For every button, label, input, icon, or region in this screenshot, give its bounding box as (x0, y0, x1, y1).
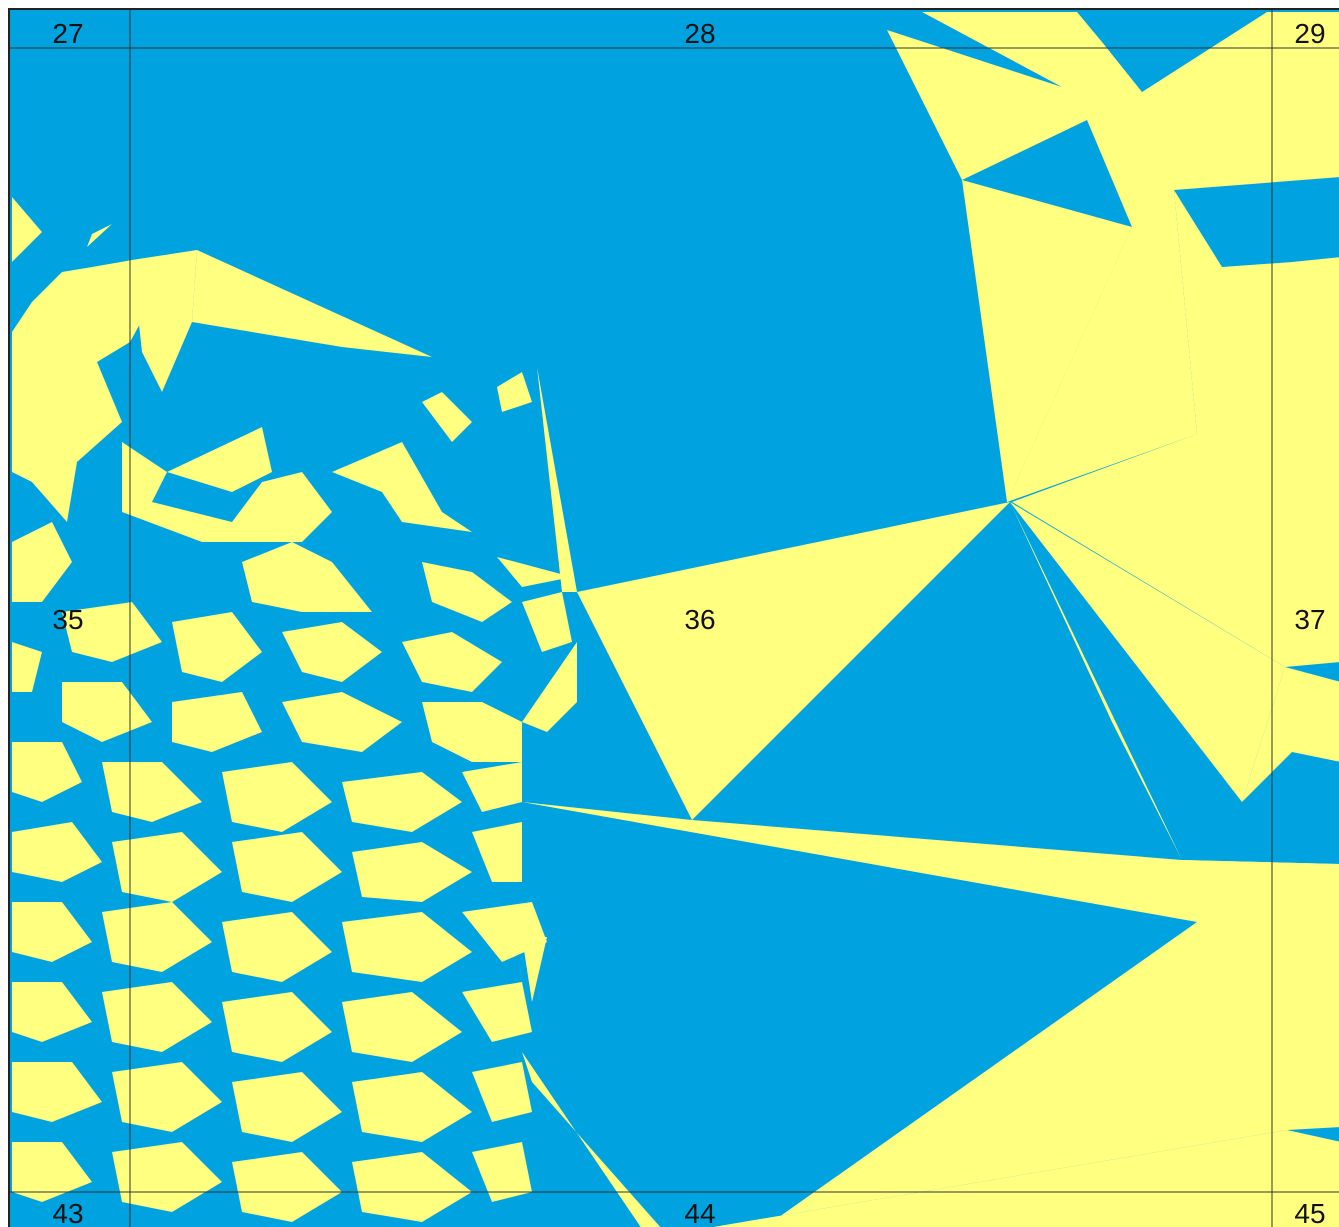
land-right-lower-strip (1285, 907, 1339, 1027)
land-center-ray (1010, 502, 1285, 802)
land-low-15 (462, 982, 532, 1042)
land-low-24 (352, 1152, 472, 1222)
land-mid-5 (497, 372, 532, 412)
sheet-label-28: 28 (684, 18, 716, 49)
land-bottom-wedge (713, 1130, 1339, 1227)
land-mid-19 (522, 642, 577, 732)
land-mid-3 (332, 442, 472, 532)
land-lower-band (522, 802, 1339, 922)
land-low-18 (232, 1072, 342, 1142)
land-mid-13 (402, 632, 502, 692)
map-frame: 27 28 29 35 36 37 43 44 45 (8, 8, 1339, 1227)
land-sliver-2 (522, 937, 547, 1002)
land-low-17 (112, 1062, 222, 1132)
land-top-right-b (962, 180, 1132, 502)
land-top-right-a (887, 12, 1339, 502)
land-mid-14 (12, 642, 42, 692)
land-low-3 (232, 832, 342, 902)
land-low-16 (12, 1062, 102, 1122)
sheet-label-45: 45 (1294, 1198, 1326, 1227)
sheet-label-37: 37 (1294, 604, 1326, 635)
land-low-21 (12, 1142, 92, 1202)
land-mid-24 (462, 762, 522, 812)
land-low-20 (472, 1062, 532, 1122)
land-sliver-4 (497, 557, 572, 587)
land-mid-8 (522, 592, 572, 652)
sheet-label-36: 36 (684, 604, 716, 635)
map-canvas[interactable] (8, 8, 1339, 1227)
land-right-strip (1242, 667, 1339, 802)
land-low-5 (472, 822, 522, 882)
land-low-4 (352, 842, 472, 902)
land-layer (12, 12, 1339, 1227)
land-mid-16 (172, 692, 262, 752)
land-low-6 (12, 902, 92, 962)
land-mid-20 (12, 742, 82, 802)
land-west-5 (87, 224, 112, 247)
land-mid-11 (172, 612, 262, 682)
land-west-4 (192, 250, 432, 357)
land-mid-9 (12, 522, 72, 602)
land-low-2 (112, 832, 222, 902)
land-mid-17 (282, 692, 402, 752)
sheet-label-27: 27 (52, 18, 84, 49)
land-mid-18 (422, 702, 522, 762)
land-low-25 (472, 1142, 532, 1202)
sheet-label-35: 35 (52, 604, 84, 635)
sheet-label-43: 43 (52, 1198, 84, 1227)
sheet-label-29: 29 (1294, 18, 1326, 49)
land-low-23 (232, 1152, 342, 1222)
land-center-wedge (1010, 502, 1182, 860)
land-mid-12 (282, 622, 382, 682)
land-bottom-right-corner (1285, 1130, 1339, 1227)
land-mid-4 (422, 392, 472, 442)
land-sliver-3 (537, 367, 577, 592)
land-low-8 (222, 912, 332, 982)
land-low-11 (12, 982, 92, 1042)
land-mid-21 (102, 762, 202, 822)
land-right-edge (1012, 434, 1339, 667)
sheet-label-44: 44 (684, 1198, 716, 1227)
land-west-3 (132, 250, 197, 392)
land-low-9 (342, 912, 472, 982)
land-mid-6 (242, 542, 372, 612)
land-mid-7 (422, 562, 512, 622)
land-top-right-c (1007, 227, 1197, 502)
land-low-1 (12, 822, 102, 882)
land-mid-2 (167, 427, 272, 492)
land-mid-23 (342, 772, 462, 832)
land-mid-1 (122, 442, 332, 542)
land-low-13 (222, 992, 332, 1062)
grid-lines (10, 10, 1339, 1227)
land-center-triangle (577, 502, 1010, 820)
land-west-1 (12, 197, 42, 262)
land-mid-22 (222, 762, 332, 832)
land-right-block (1174, 190, 1339, 662)
land-low-14 (342, 992, 462, 1062)
land-mid-10 (62, 602, 162, 662)
land-low-19 (352, 1072, 472, 1142)
land-lower-right (713, 860, 1339, 1227)
land-west-2 (12, 260, 152, 522)
land-low-22 (112, 1142, 222, 1212)
